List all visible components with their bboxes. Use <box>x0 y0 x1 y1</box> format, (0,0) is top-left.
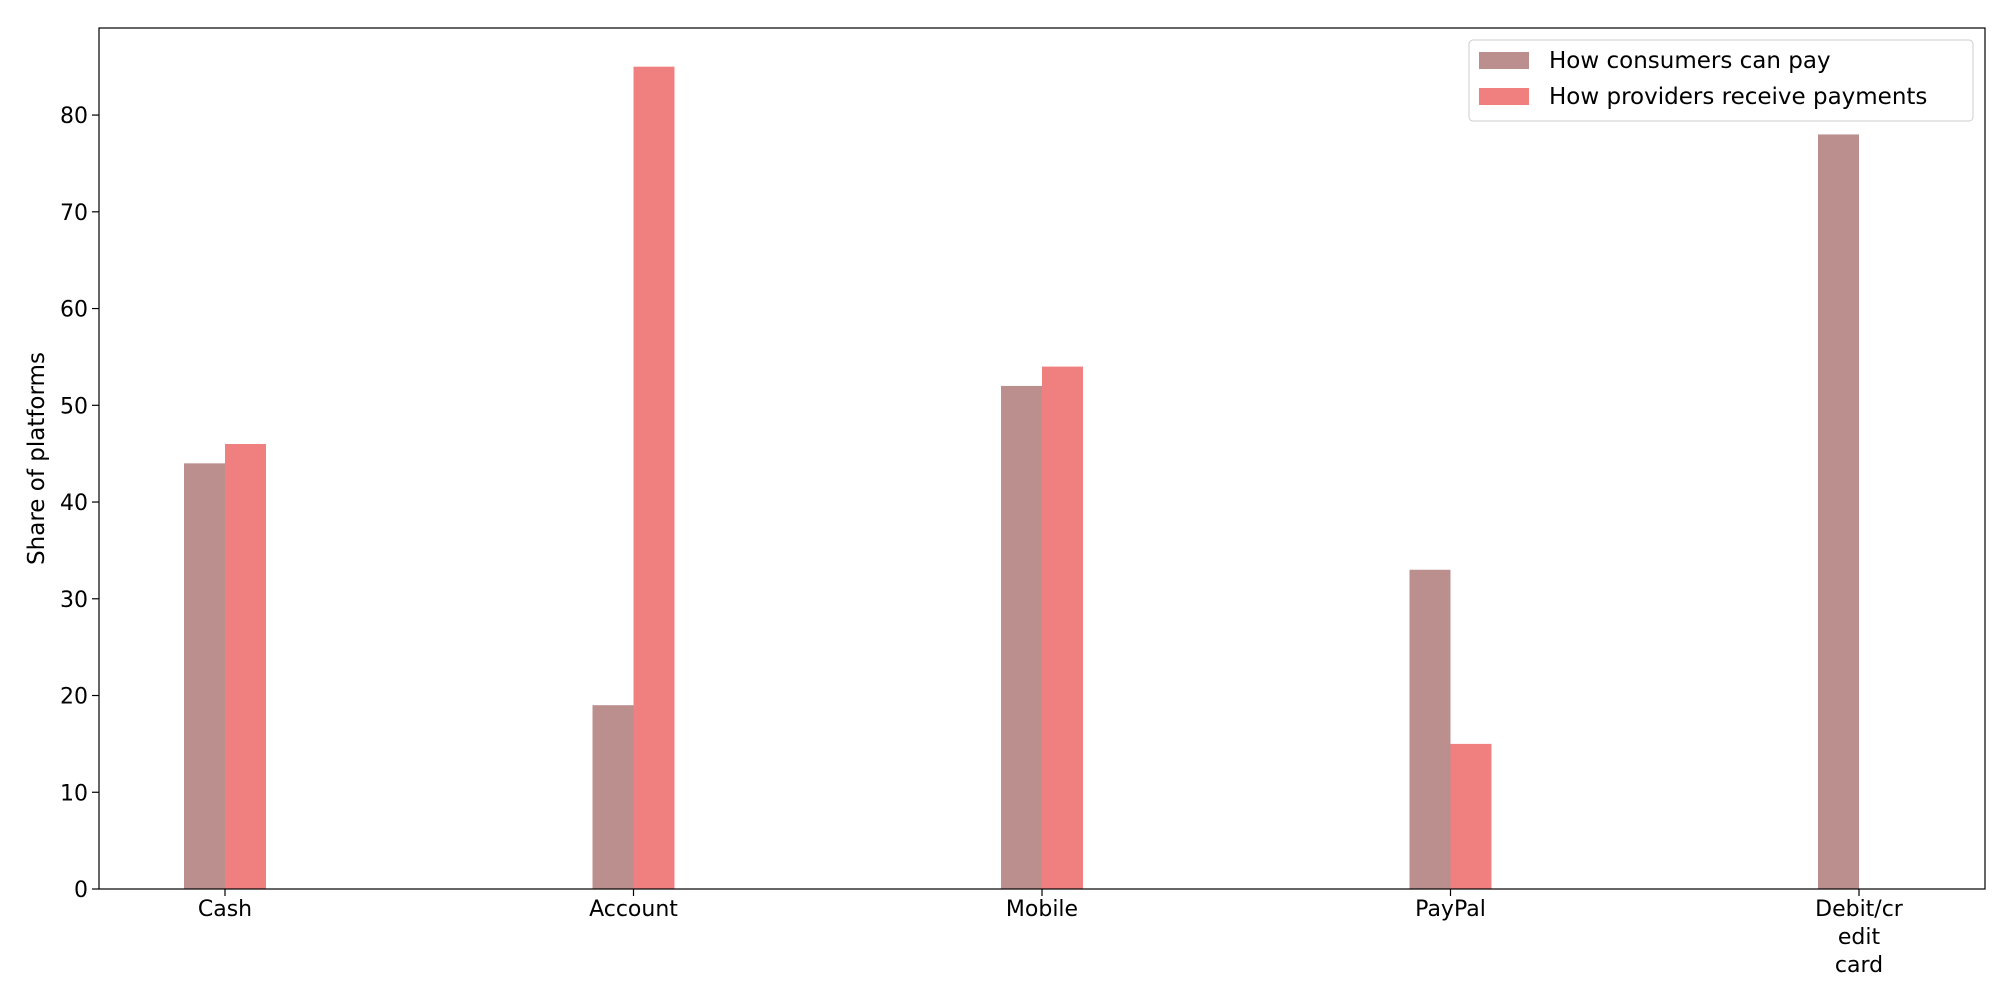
bar-consumers-0 <box>184 463 225 889</box>
bar-providers-3 <box>1450 743 1492 889</box>
legend-box <box>1468 39 1974 122</box>
axes-layer: 0 10 20 30 40 50 60 70 80 Cash Account Mobile PayPal… <box>60 27 1986 978</box>
y-tick-label-3: 30 <box>60 588 88 613</box>
bar-consumers-3 <box>1409 569 1451 889</box>
bar-providers-1 <box>633 66 675 889</box>
x-tick-label-4: Debit/cr edit card <box>1815 897 1904 978</box>
y-tick-label-4: 40 <box>60 491 88 516</box>
legend-swatch-consumers <box>1479 52 1529 69</box>
legend-label-providers: How providers receive payments <box>1549 84 1927 110</box>
y-tick-label-6: 60 <box>60 298 88 323</box>
bar-providers-0 <box>225 443 266 889</box>
legend-label-consumers: How consumers can pay <box>1549 48 1831 74</box>
y-tick-label-2: 20 <box>60 685 88 710</box>
x-tick-label-3: PayPal <box>1415 897 1486 922</box>
y-tick-label-8: 80 <box>60 104 88 129</box>
bars-layer <box>184 66 1859 890</box>
bar-consumers-1 <box>592 705 634 889</box>
legend: How consumers can pay How providers recei… <box>1468 39 1974 122</box>
bar-consumers-4 <box>1818 134 1859 890</box>
y-tick-label-1: 10 <box>60 781 88 806</box>
y-tick-label-7: 70 <box>60 201 88 226</box>
x-tick-label-1: Account <box>589 897 678 922</box>
bar-consumers-2 <box>1001 385 1042 889</box>
x-tick-label-2: Mobile <box>1006 897 1078 922</box>
x-tick-label-0: Cash <box>198 897 252 922</box>
y-tick-label-5: 50 <box>60 394 88 419</box>
y-tick-label-0: 0 <box>74 878 88 903</box>
bar-providers-2 <box>1042 366 1083 889</box>
y-axis-title: Share of platforms <box>24 352 50 565</box>
legend-swatch-providers <box>1479 88 1529 105</box>
